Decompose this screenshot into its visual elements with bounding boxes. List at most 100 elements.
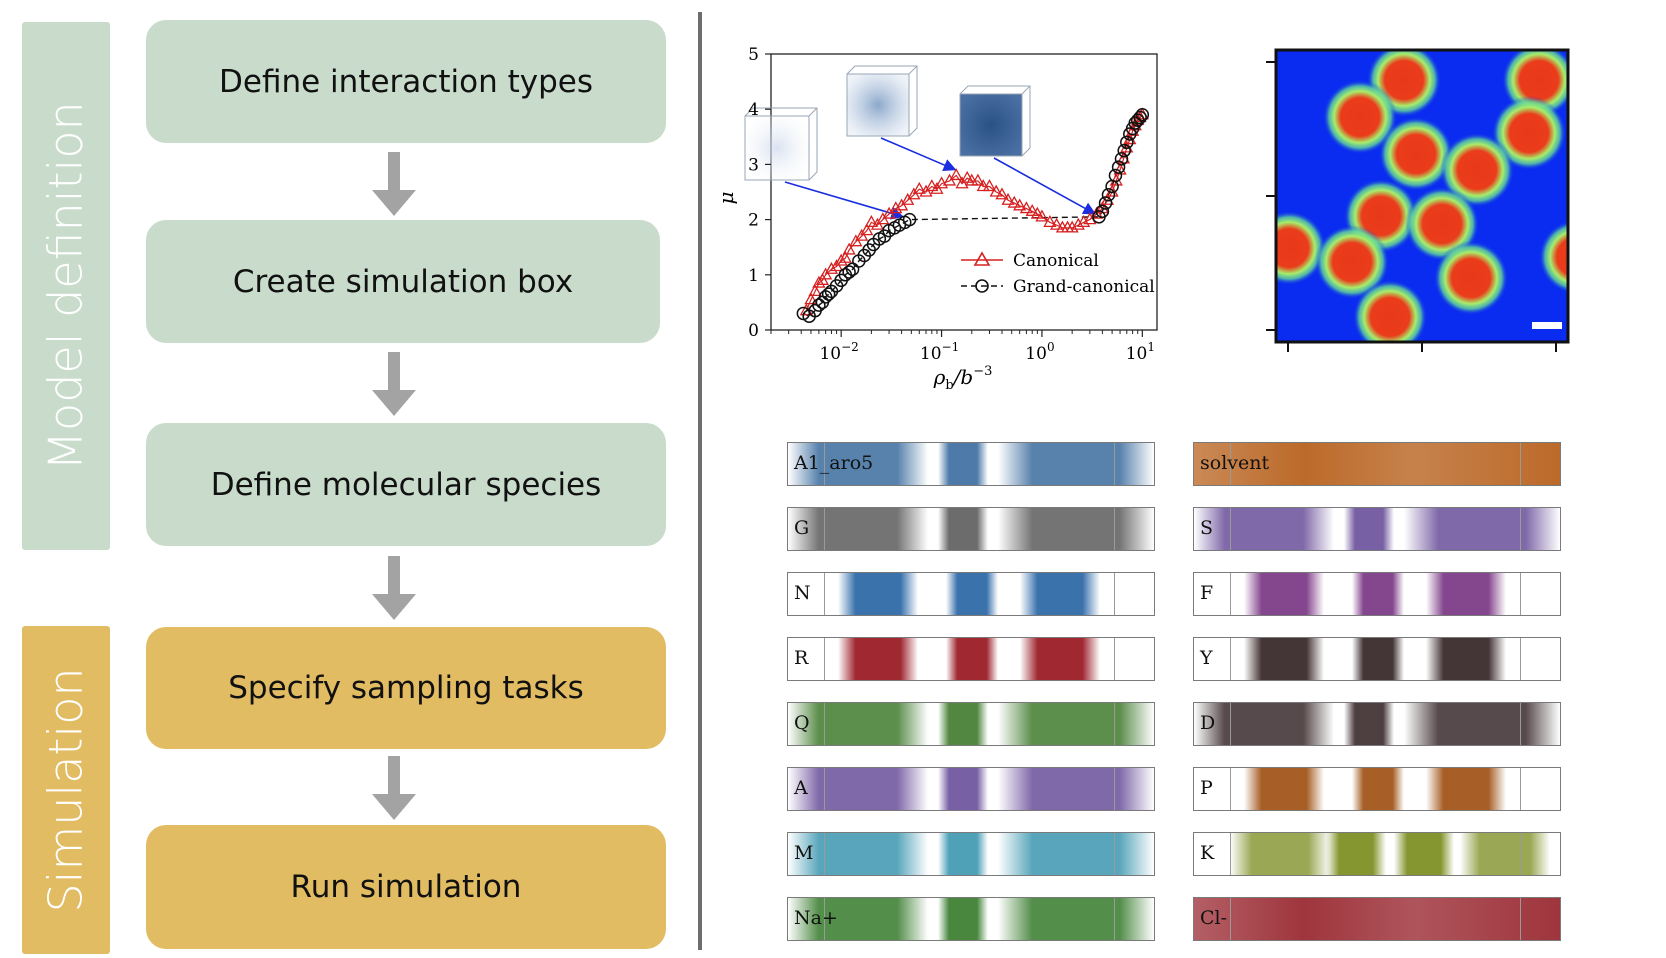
density-band: [1194, 898, 1560, 940]
legend-marker-grand-canonical: [975, 279, 989, 293]
canonical-point: [925, 179, 939, 192]
box-edge: [1230, 833, 1231, 875]
species-strip: P: [1193, 767, 1561, 811]
x-axis-label-sub: b: [945, 378, 953, 393]
group-simulation-label: Simulation: [39, 667, 93, 913]
density-band: [998, 898, 1154, 940]
step-define-interaction-types: Define interaction types: [146, 20, 666, 143]
density-band: [1194, 508, 1334, 550]
species-strip: Q: [787, 702, 1155, 746]
species-strip: D: [1193, 702, 1561, 746]
x-tick-label: 10−2: [819, 340, 858, 364]
density-band: [1426, 768, 1506, 810]
canonical-point: [804, 292, 818, 305]
legend: Canonical Grand-canonical: [961, 251, 1155, 297]
y-tick-label: 4: [748, 100, 759, 120]
density-band: [938, 768, 988, 810]
box-edge: [1114, 443, 1115, 485]
canonical-point: [824, 261, 839, 274]
legend-marker-canonical: [973, 251, 991, 266]
inset-box-high: [959, 85, 1097, 215]
box-edge: [824, 573, 825, 615]
canonical-point: [1065, 220, 1079, 233]
canonical-point: [971, 173, 985, 186]
canonical-point: [1043, 215, 1057, 228]
density-band: [946, 573, 998, 615]
density-band: [1404, 508, 1560, 550]
species-label: F: [1200, 582, 1214, 604]
density-band: [938, 703, 988, 745]
box-edge: [1114, 768, 1115, 810]
density-band: [788, 833, 928, 875]
density-band: [1020, 573, 1100, 615]
density-band: [938, 508, 988, 550]
group-simulation: Simulation: [22, 626, 110, 954]
canonical-point: [842, 242, 856, 255]
canonical-point: [989, 184, 1003, 197]
density-band: [788, 508, 928, 550]
density-band: [1230, 833, 1330, 875]
down-arrow-icon: [372, 756, 416, 820]
canonical-point: [1013, 198, 1027, 211]
density-band: [1326, 833, 1386, 875]
box-edge: [824, 833, 825, 875]
density-band: [788, 703, 928, 745]
x-tick-label: 10−1: [920, 340, 959, 364]
y-tick-label: 5: [748, 45, 759, 65]
species-strip: R: [787, 637, 1155, 681]
box-edge: [1520, 898, 1521, 940]
density-band: [938, 898, 988, 940]
canonical-point: [812, 275, 826, 288]
canonical-point: [1050, 217, 1064, 230]
droplet: [1370, 344, 1410, 362]
density-band: [1404, 703, 1560, 745]
canonical-point: [934, 176, 949, 189]
y-axis-label: μ: [715, 192, 738, 205]
box-edge: [1230, 638, 1231, 680]
droplet: [1276, 211, 1326, 285]
density-band: [1426, 573, 1506, 615]
droplet: [1434, 241, 1508, 315]
density-band: [788, 768, 928, 810]
density-band: [838, 638, 918, 680]
species-label: S: [1200, 517, 1214, 539]
y-tick-label: 0: [748, 321, 759, 341]
droplet: [1315, 225, 1389, 299]
box-edge: [1520, 508, 1521, 550]
inset-box-mid: [846, 65, 957, 172]
density-band: [838, 573, 918, 615]
species-label: solvent: [1200, 452, 1270, 474]
canonical-point: [1007, 195, 1021, 208]
x-tick-label: 100: [1025, 340, 1054, 364]
box-edge: [824, 508, 825, 550]
legend-label-grand-canonical: Grand-canonical: [1013, 277, 1155, 297]
species-label: D: [1200, 712, 1216, 734]
species-strip: Na+: [787, 897, 1155, 941]
droplet: [1492, 96, 1566, 170]
box-edge: [1230, 703, 1231, 745]
density-band: [998, 768, 1154, 810]
species-strip: A: [787, 767, 1155, 811]
density-band: [1352, 768, 1404, 810]
group-model-definition: Model definition: [22, 22, 110, 550]
series-line-canonical: [805, 114, 1143, 311]
density-band: [1244, 768, 1324, 810]
species-strip: S: [1193, 507, 1561, 551]
canonical-point: [1025, 203, 1039, 216]
box-edge: [1520, 638, 1521, 680]
canonical-point: [834, 253, 848, 266]
species-label: R: [794, 647, 809, 669]
box-edge: [1230, 768, 1231, 810]
box-edge: [1520, 833, 1521, 875]
density-band: [1426, 638, 1506, 680]
x-axis-label: ρb/b−3: [933, 364, 993, 393]
density-band: [1020, 638, 1100, 680]
y-tick-label: 1: [748, 266, 759, 286]
species-label: A: [794, 777, 808, 799]
species-strip: Y: [1193, 637, 1561, 681]
box-edge: [1230, 573, 1231, 615]
canonical-point: [889, 201, 903, 214]
grand-canonical-point: [1117, 143, 1131, 158]
box-edge: [824, 638, 825, 680]
grand-canonical-point: [1108, 168, 1123, 183]
